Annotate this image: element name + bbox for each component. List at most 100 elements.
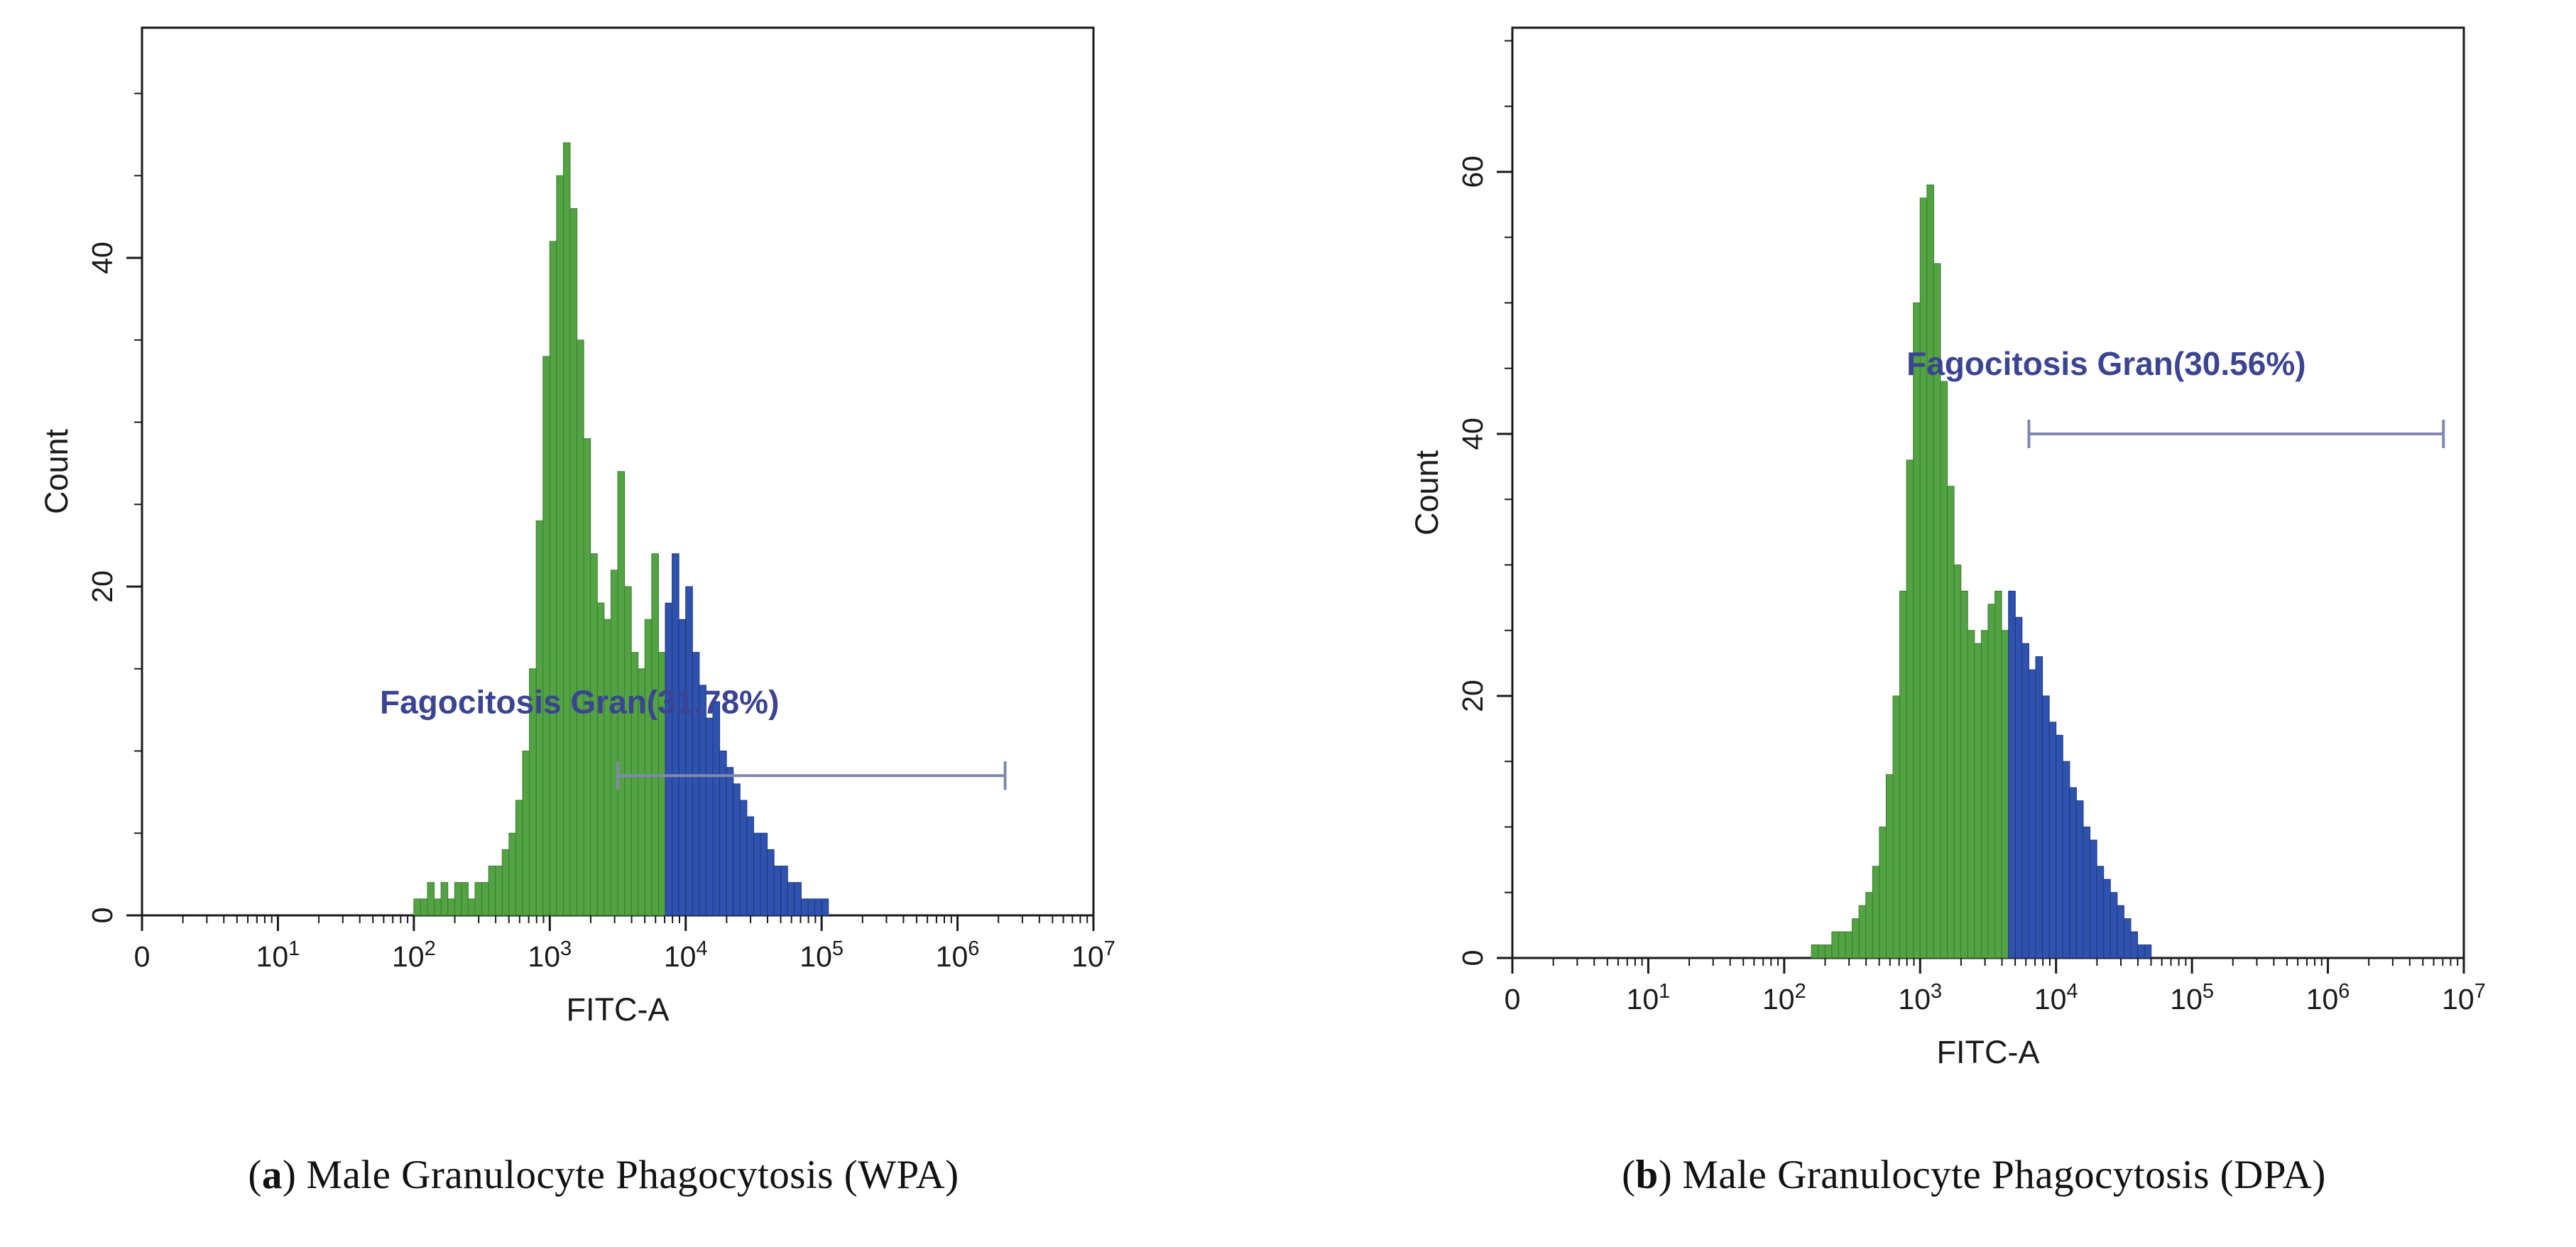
histogram-bin-positive bbox=[794, 882, 802, 916]
histogram-bin-positive bbox=[800, 898, 809, 916]
histogram-bin-negative bbox=[434, 898, 442, 916]
histogram-bin-negative bbox=[1947, 486, 1955, 959]
histogram-bin-negative bbox=[420, 898, 428, 916]
histogram-bin-negative bbox=[1906, 459, 1914, 959]
histogram-bin-negative bbox=[596, 602, 605, 916]
y-tick-label: 40 bbox=[1456, 418, 1489, 450]
x-tick-label: 102 bbox=[1762, 980, 1806, 1015]
x-tick-label: 101 bbox=[256, 937, 300, 973]
histogram-bin-positive bbox=[2130, 931, 2139, 959]
histogram-bin-positive bbox=[760, 832, 768, 916]
caption-b-text: Male Granulocyte Phagocytosis (DPA) bbox=[1682, 1153, 2326, 1197]
x-tick-label: 103 bbox=[1898, 980, 1942, 1015]
histogram-bin-negative bbox=[1824, 944, 1833, 959]
flow-histogram-chart-b: 0 101 102 103 104 105 106 107 FITC-A 0 20 40 60 Count… bbox=[1409, 26, 2486, 1070]
histogram-bin-negative bbox=[1974, 643, 1982, 959]
histogram-bin-positive bbox=[2144, 944, 2152, 959]
histogram-bin-negative bbox=[1987, 604, 1996, 959]
histogram-bars bbox=[413, 142, 829, 916]
gate: Fagocitosis Gran(30.56%) bbox=[1906, 345, 2445, 448]
gate-label: Fagocitosis Gran(31.78%) bbox=[380, 683, 779, 720]
panel-a: 0 101 102 103 104 105 106 107 FITC-A 0 20 40 Count Fa… bbox=[36, 10, 1172, 1198]
histogram-bin-negative bbox=[427, 882, 435, 916]
x-tick-label: 105 bbox=[799, 937, 844, 973]
histogram-bin-negative bbox=[610, 570, 618, 916]
histogram-bin-negative bbox=[515, 800, 523, 916]
histogram-bin-positive bbox=[787, 882, 795, 916]
x-axis-title: FITC-A bbox=[1937, 1034, 2040, 1070]
y-tick-label: 0 bbox=[86, 908, 119, 924]
histogram-bin-negative bbox=[1913, 302, 1921, 959]
histogram-bin-positive bbox=[821, 898, 829, 916]
histogram-bin-positive bbox=[2069, 787, 2077, 959]
histogram-bin-positive bbox=[807, 898, 816, 916]
y-axis-title: Count bbox=[38, 428, 75, 514]
histogram-bin-negative bbox=[413, 898, 421, 916]
figure: 0 101 102 103 104 105 106 107 FITC-A 0 20 40 Count Fa… bbox=[36, 10, 2542, 1198]
histogram-bin-positive bbox=[2042, 695, 2050, 959]
x-tick-label: 105 bbox=[2170, 980, 2214, 1015]
histogram-bin-negative bbox=[1838, 931, 1846, 959]
x-tick-label: 106 bbox=[2306, 980, 2350, 1015]
histogram-bin-positive bbox=[685, 586, 693, 916]
histogram-bin-negative bbox=[577, 339, 584, 916]
histogram-bin-negative bbox=[467, 898, 476, 916]
panel-b: 0 101 102 103 104 105 106 107 FITC-A 0 20 40 60 Count… bbox=[1406, 10, 2542, 1198]
flow-histogram-chart-a: 0 101 102 103 104 105 106 107 FITC-A 0 20 40 Count Fa… bbox=[38, 26, 1115, 1028]
histogram-bin-negative bbox=[1885, 774, 1894, 959]
histogram-bin-negative bbox=[1879, 826, 1887, 959]
histogram-bin-negative bbox=[454, 882, 462, 916]
histogram-bin-negative bbox=[651, 553, 659, 916]
y-axis: 0 20 40 Count bbox=[38, 92, 142, 924]
histogram-bin-negative bbox=[569, 208, 578, 916]
x-tick-label: 107 bbox=[1071, 937, 1115, 973]
histogram-bin-positive bbox=[767, 849, 775, 916]
x-tick-label: 0 bbox=[134, 940, 151, 973]
histogram-bin-negative bbox=[1872, 866, 1880, 959]
histogram-bin-positive bbox=[814, 898, 822, 916]
y-tick-label: 40 bbox=[86, 241, 119, 274]
histogram-bin-positive bbox=[2117, 905, 2124, 959]
histogram-bin-negative bbox=[488, 866, 496, 916]
histogram-bin-negative bbox=[1899, 590, 1907, 959]
x-axis: 0 101 102 103 104 105 106 107 FITC-A bbox=[134, 915, 1115, 1028]
histogram-bin-positive bbox=[2021, 643, 2029, 959]
histogram-bin-negative bbox=[461, 882, 469, 916]
y-axis: 0 20 40 60 Count bbox=[1409, 40, 1512, 966]
histogram-bin-positive bbox=[2090, 839, 2097, 959]
histogram-bin-negative bbox=[1865, 892, 1873, 959]
histogram-bin-positive bbox=[780, 866, 788, 916]
histogram-bin-positive bbox=[2123, 918, 2132, 959]
histogram-bin-negative bbox=[440, 882, 449, 916]
histogram-bin-negative bbox=[1892, 695, 1901, 959]
histogram-bin-negative bbox=[1926, 184, 1934, 959]
histogram-bin-negative bbox=[1845, 931, 1853, 959]
histogram-bin-negative bbox=[508, 832, 516, 916]
gate-label: Fagocitosis Gran(30.56%) bbox=[1906, 345, 2305, 382]
caption-b: (b) Male Granulocyte Phagocytosis (DPA) bbox=[1406, 1152, 2542, 1198]
histogram-bin-negative bbox=[1994, 590, 2002, 959]
histogram-bin-positive bbox=[2056, 734, 2063, 959]
x-tick-label: 104 bbox=[664, 937, 708, 973]
histogram-bin-negative bbox=[1967, 630, 1975, 959]
histogram-bin-negative bbox=[624, 586, 632, 916]
caption-a: (a) Male Granulocyte Phagocytosis (WPA) bbox=[36, 1152, 1172, 1198]
histogram-bin-positive bbox=[672, 553, 680, 916]
caption-a-letter: a bbox=[261, 1153, 283, 1197]
x-tick-label: 107 bbox=[2442, 980, 2486, 1015]
x-tick-label: 106 bbox=[936, 937, 980, 973]
histogram-bin-negative bbox=[562, 142, 571, 916]
histogram-bin-negative bbox=[481, 882, 489, 916]
histogram-bin-negative bbox=[2001, 630, 2009, 959]
histogram-bin-negative bbox=[474, 882, 483, 916]
histogram-bin-positive bbox=[2035, 656, 2043, 959]
histogram-bin-negative bbox=[1818, 944, 1825, 959]
histogram-bin-negative bbox=[1858, 905, 1867, 959]
y-tick-label: 60 bbox=[1456, 156, 1489, 188]
histogram-bin-negative bbox=[501, 849, 510, 916]
histogram-bin-positive bbox=[746, 816, 754, 916]
histogram-bin-negative bbox=[549, 241, 557, 916]
histogram-bin-negative bbox=[1940, 381, 1948, 959]
histogram-bin-negative bbox=[556, 175, 564, 916]
